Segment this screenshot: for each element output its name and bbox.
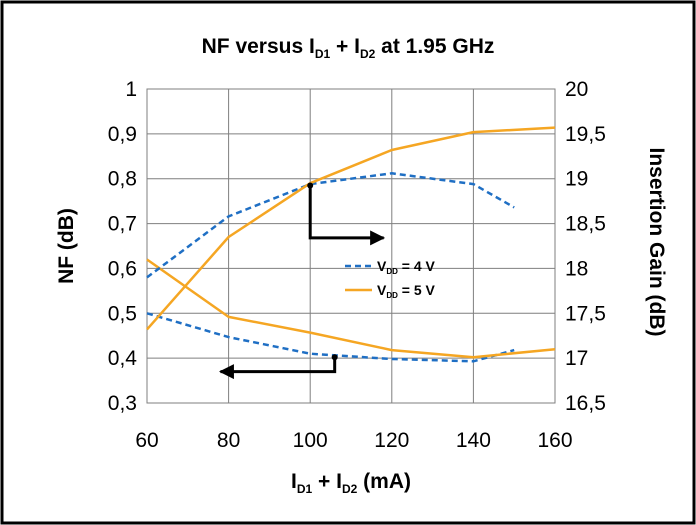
x-tick-label: 120 [374,429,409,452]
plot-area-border [146,88,556,404]
x-tick-label: 160 [537,429,572,452]
right-y-tick-label: 16,5 [565,392,606,415]
right-y-tick-label: 19,5 [565,123,606,146]
series-line-gain-vdd-5v [146,126,556,331]
x-tick-label: 100 [293,429,328,452]
annotation-arrows [218,182,386,380]
right-axis-tick-labels: 16,5 17 17,5 18 18,5 19 19,5 20 [565,78,606,415]
left-axis-label: NF (dB) [55,208,78,284]
left-y-tick-label: 0,9 [108,123,137,146]
right-y-tick-label: 20 [565,78,588,101]
right-y-tick-label: 17,5 [565,302,606,325]
left-y-tick-label: 0,5 [108,302,137,325]
right-y-tick-label: 19 [565,168,588,191]
left-y-tick-label: 0,3 [108,392,137,415]
legend-label-vdd-5v: VDD = 5 V [377,282,436,300]
series-line-gain-vdd-4v [146,172,515,279]
right-y-tick-label: 18,5 [565,213,606,236]
series-lines [146,126,556,363]
legend-label-vdd-4v: VDD = 4 V [377,258,436,276]
x-tick-label: 140 [456,429,491,452]
chart-title: NF versus ID1 + ID2 at 1.95 GHz [202,35,495,61]
series-line-nf-vdd-4v [146,312,515,363]
x-axis-tick-labels: 60 80 100 120 140 160 [135,429,572,452]
left-y-tick-label: 0,4 [108,347,138,370]
x-axis-label: ID1 + ID2 (mA) [291,470,411,496]
x-tick-label: 60 [135,429,158,452]
right-axis-label: Insertion Gain (dB) [645,148,668,337]
right-y-tick-label: 18 [565,257,588,280]
annotation-arrow-right-axis [308,185,386,246]
left-axis-tick-labels: 0,3 0,4 0,5 0,6 0,7 0,8 0,9 1 [108,78,138,415]
left-y-tick-label: 0,7 [108,213,137,236]
legend: VDD = 4 V VDD = 5 V [345,258,436,300]
left-y-tick-label: 0,8 [108,168,137,191]
annotation-arrow-left-axis [218,357,337,380]
series-line-nf-vdd-5v [146,258,556,359]
left-y-tick-label: 1 [125,78,137,101]
right-y-tick-label: 17 [565,347,588,370]
x-tick-label: 80 [217,429,240,452]
left-y-tick-label: 0,6 [108,257,137,280]
